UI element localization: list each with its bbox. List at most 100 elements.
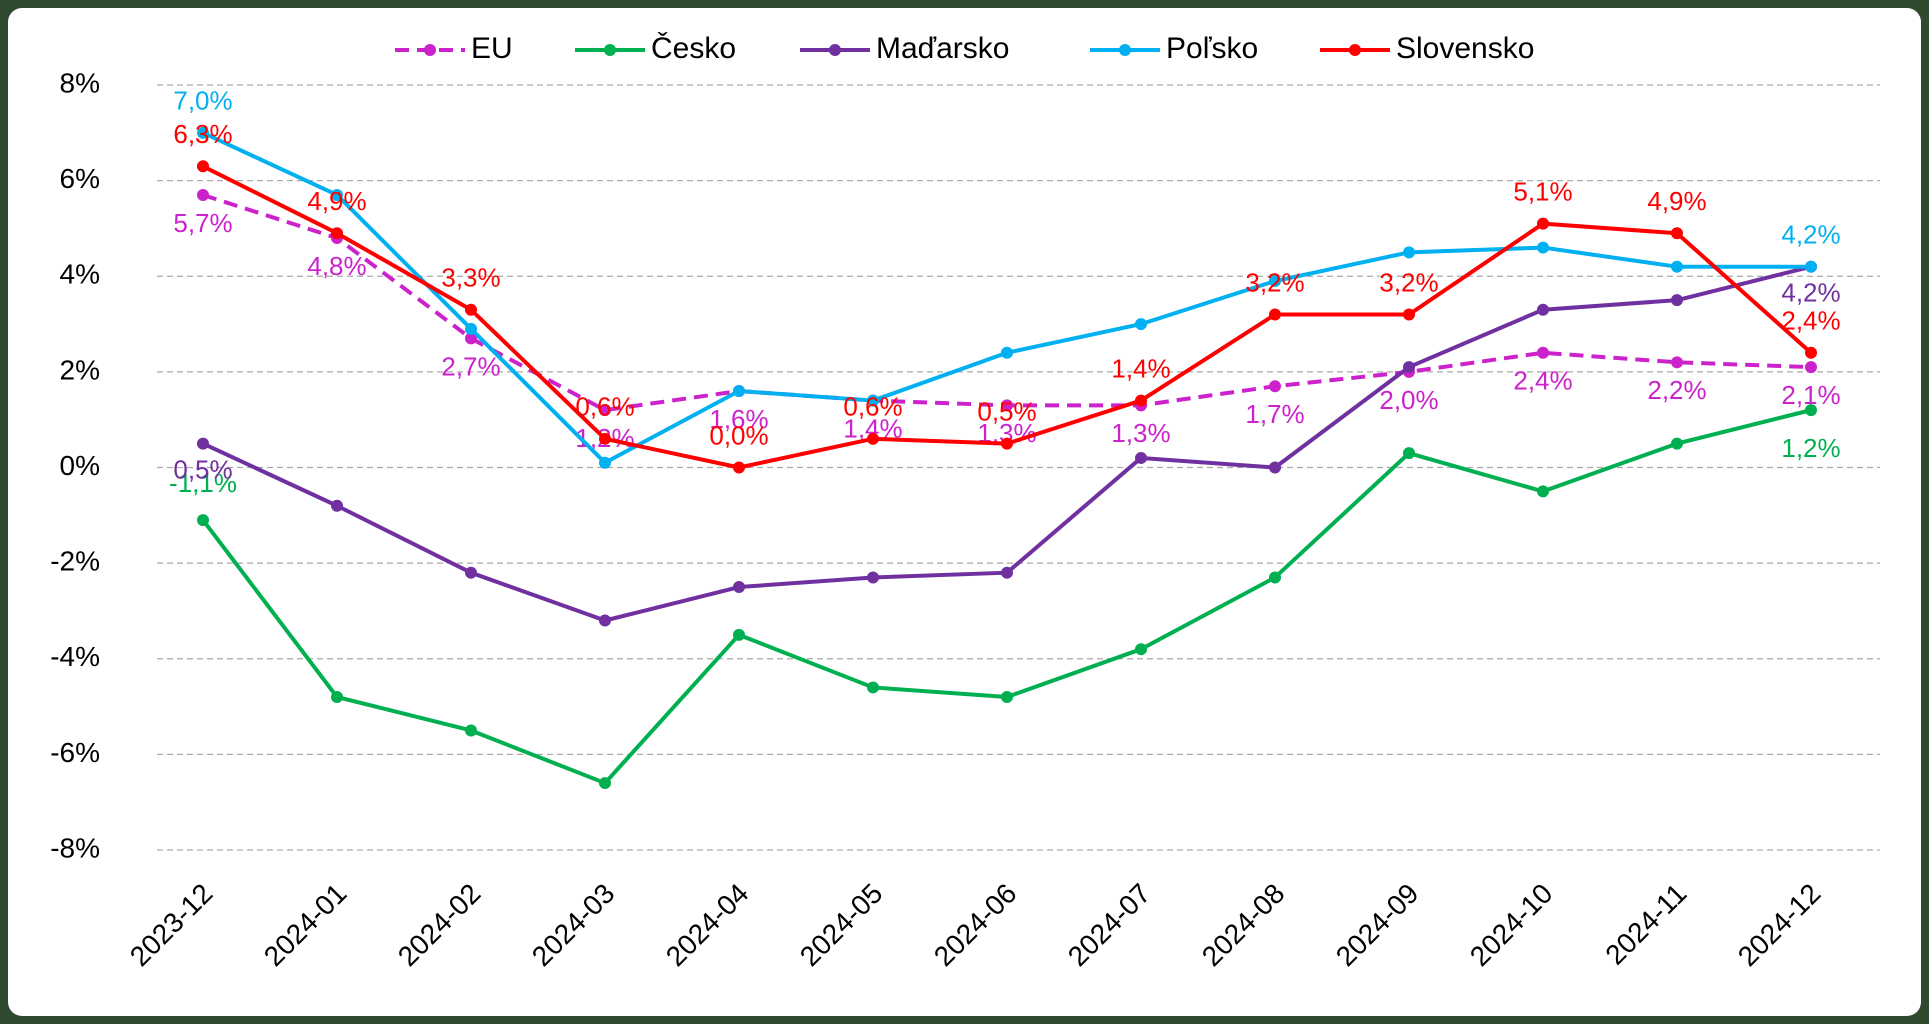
- data-label: 1,4%: [1111, 353, 1170, 383]
- data-point: [733, 461, 745, 474]
- y-tick-label: 0%: [60, 450, 100, 481]
- data-point: [1269, 308, 1281, 321]
- data-point: [1403, 308, 1415, 321]
- data-point: [1537, 241, 1549, 254]
- data-point: [1537, 485, 1549, 498]
- data-label: 6,3%: [173, 119, 232, 149]
- data-point: [1135, 394, 1147, 407]
- data-point: [1001, 437, 1013, 450]
- data-point: [733, 581, 745, 594]
- data-point: [331, 499, 343, 512]
- legend-label: EU: [471, 32, 513, 65]
- data-point: [1269, 571, 1281, 584]
- data-point: [733, 385, 745, 397]
- data-point: [331, 227, 343, 240]
- data-point: [1269, 380, 1281, 393]
- data-point: [465, 322, 477, 335]
- data-label: 1,3%: [1111, 418, 1170, 448]
- data-point: [1537, 346, 1549, 359]
- data-point: [465, 566, 477, 579]
- data-point: [1403, 361, 1415, 374]
- data-point: [331, 188, 343, 201]
- data-point: [867, 394, 879, 407]
- data-point: [867, 432, 879, 445]
- data-label: 3,2%: [1245, 267, 1304, 297]
- data-label: -1,1%: [169, 468, 237, 498]
- legend-label: Slovensko: [1396, 32, 1534, 65]
- data-point: [465, 332, 477, 345]
- data-point: [1001, 566, 1013, 579]
- data-point: [1135, 451, 1147, 464]
- data-label: 0,5%: [977, 396, 1036, 426]
- data-point: [1671, 260, 1683, 273]
- data-point: [1805, 361, 1817, 374]
- y-tick-label: -6%: [50, 737, 100, 768]
- y-tick-label: 4%: [60, 259, 100, 290]
- data-point: [1269, 275, 1281, 288]
- data-point: [197, 514, 209, 527]
- data-label: 2,4%: [1781, 306, 1840, 336]
- data-label: 0,6%: [575, 392, 634, 422]
- legend-marker: [424, 44, 436, 56]
- legend-label: Maďarsko: [876, 32, 1009, 65]
- data-label: 4,9%: [1647, 186, 1706, 216]
- data-point: [1403, 447, 1415, 460]
- y-tick-label: -4%: [50, 641, 100, 672]
- data-point: [1671, 227, 1683, 240]
- data-point: [1805, 346, 1817, 359]
- data-point: [599, 777, 611, 790]
- data-point: [599, 432, 611, 445]
- data-label: 4,2%: [1781, 278, 1840, 308]
- data-label: 7,0%: [173, 86, 232, 116]
- data-point: [1537, 217, 1549, 230]
- data-point: [867, 571, 879, 584]
- data-label: 1,2%: [1781, 433, 1840, 463]
- data-point: [1001, 691, 1013, 703]
- y-tick-label: 6%: [60, 163, 100, 194]
- data-label: 0,5%: [173, 454, 232, 484]
- data-point: [465, 303, 477, 316]
- data-point: [867, 681, 879, 694]
- data-label: 1,7%: [1245, 399, 1304, 429]
- y-tick-label: -8%: [50, 832, 100, 863]
- data-point: [197, 126, 209, 139]
- data-point: [733, 628, 745, 641]
- data-label: 5,7%: [173, 208, 232, 238]
- data-label: 2,7%: [441, 351, 500, 381]
- data-label: 0,6%: [843, 392, 902, 422]
- data-point: [197, 437, 209, 450]
- y-tick-label: 8%: [60, 67, 100, 98]
- data-point: [1001, 346, 1013, 359]
- data-label: 2,4%: [1513, 366, 1572, 396]
- data-point: [1269, 461, 1281, 474]
- y-tick-label: -2%: [50, 546, 100, 577]
- data-label: 1,6%: [709, 404, 768, 434]
- data-label: 3,3%: [441, 263, 500, 293]
- panel: [8, 8, 1921, 1016]
- data-point: [1671, 437, 1683, 450]
- data-point: [1671, 294, 1683, 307]
- data-point: [331, 691, 343, 703]
- legend-label: Česko: [651, 31, 736, 65]
- data-point: [599, 456, 611, 469]
- data-label: 4,9%: [307, 186, 366, 216]
- data-point: [1537, 303, 1549, 316]
- data-label: 3,2%: [1379, 267, 1438, 297]
- legend-label: Poľsko: [1166, 32, 1258, 65]
- data-point: [1001, 399, 1013, 412]
- data-label: 5,1%: [1513, 177, 1572, 207]
- data-point: [1671, 356, 1683, 369]
- y-tick-label: 2%: [60, 354, 100, 385]
- data-point: [1135, 643, 1147, 656]
- data-point: [599, 614, 611, 627]
- data-point: [197, 160, 209, 173]
- data-label: 0,0%: [709, 420, 768, 450]
- data-point: [599, 404, 611, 417]
- legend-marker: [604, 44, 616, 56]
- data-label: 2,2%: [1647, 375, 1706, 405]
- data-label: 4,8%: [307, 251, 366, 281]
- legend-marker: [1119, 44, 1131, 56]
- data-point: [1805, 260, 1817, 273]
- data-point: [1135, 318, 1147, 331]
